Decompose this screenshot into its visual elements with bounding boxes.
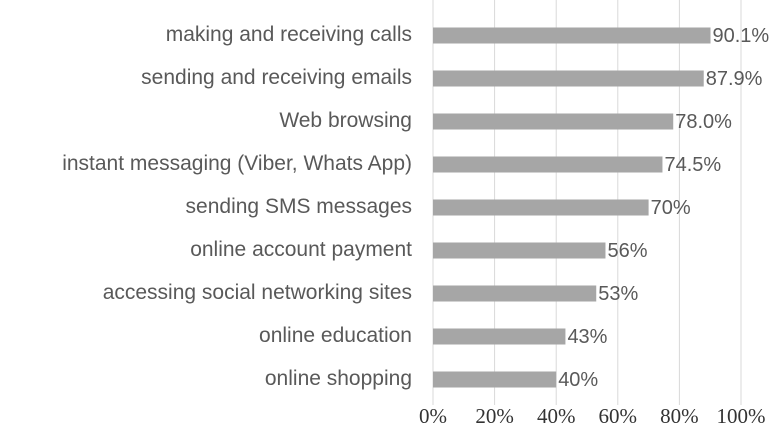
category-label: sending SMS messages [186,195,412,218]
category-label: instant messaging (Viber, Whats App) [62,152,412,175]
value-label: 70% [651,197,691,219]
x-tick-label: 0% [419,404,447,428]
bar [433,156,663,173]
category-label: online account payment [190,238,412,261]
x-tick-label: 100% [717,404,766,428]
category-label: making and receiving calls [166,23,412,46]
category-label: online education [259,324,412,347]
value-label: 53% [598,283,638,305]
x-tick-label: 80% [660,404,699,428]
value-label: 56% [607,240,647,262]
x-tick-label: 20% [475,404,514,428]
bar [433,199,649,216]
bar [433,113,674,130]
value-label: 43% [567,326,607,348]
value-label: 87.9% [706,68,763,90]
value-label: 74.5% [664,154,721,176]
category-label: sending and receiving emails [141,66,412,89]
value-label: 78.0% [675,111,732,133]
bar [433,328,566,345]
category-label: Web browsing [279,109,412,132]
x-tick-label: 40% [537,404,576,428]
x-tick-label: 60% [599,404,638,428]
bar [433,285,597,302]
value-label: 90.1% [713,25,770,47]
bar [433,70,704,87]
bar [433,371,557,388]
value-label: 40% [558,369,598,391]
category-label: accessing social networking sites [103,281,412,304]
category-label: online shopping [265,367,412,390]
bar [433,242,606,259]
bar [433,27,711,44]
